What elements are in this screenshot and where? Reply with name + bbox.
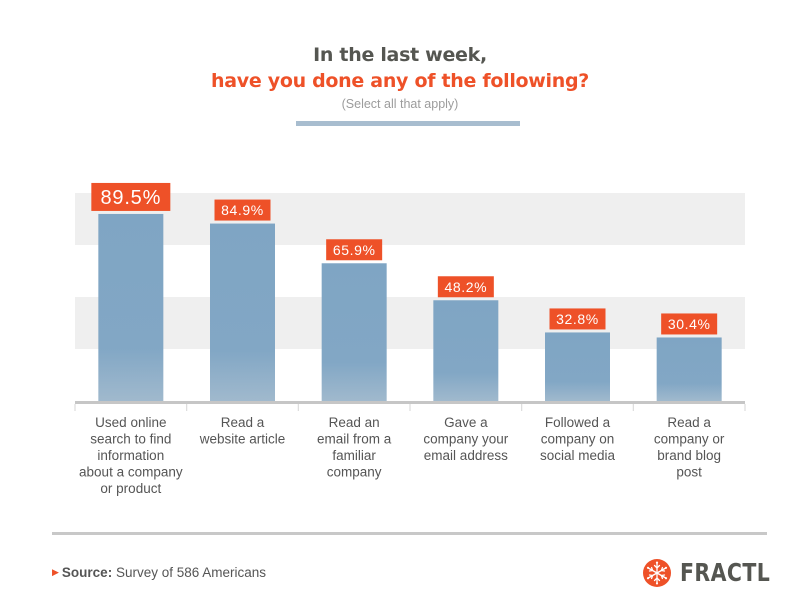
chart-subtitle: (Select all that apply) [341, 97, 459, 111]
grid-band [75, 297, 745, 349]
x-tick-label-line: search to find [90, 432, 171, 447]
arrow-right-icon: ▶ [52, 567, 59, 577]
data-label: 65.9% [333, 242, 376, 258]
grid-band [75, 193, 745, 245]
data-label-background [326, 239, 383, 261]
source-text: Survey of 586 Americans [112, 565, 267, 580]
data-label: 32.8% [556, 311, 599, 327]
data-label-background [549, 308, 606, 330]
x-tick-label: Gave a company your email address [423, 415, 508, 463]
source-note: ▶ Source: Survey of 586 Americans [52, 565, 266, 580]
x-tick-label-line: Gave a [444, 415, 488, 430]
fractl-logo: FRACTL [643, 558, 790, 587]
x-tick-label-line: company [327, 465, 382, 480]
x-tick-label-line: familiar [332, 448, 376, 463]
x-tick-label-line: company your [423, 432, 508, 447]
x-tick-label: Read a website article [199, 415, 286, 447]
x-tick-label-line: Followed a [545, 415, 611, 430]
x-tick-label: Followed a company on social media [540, 415, 616, 463]
x-tick-label: Used online search to find information abou… [79, 415, 183, 496]
x-tick-label-line: Read an [329, 415, 380, 430]
chart-title-line-1: In the last week, [313, 44, 487, 66]
x-tick-label-line: website article [199, 432, 286, 447]
x-tick-label: Read a company or brand blog post [654, 415, 725, 480]
bar-chart: 89.5% 84.9% 65.9% 48.2% 32.8% 30.4% Used onli… [74, 182, 746, 496]
x-tick-label-line: email from a [317, 432, 392, 447]
source-label: Source: [61, 565, 113, 580]
brand-name: FRACTL [680, 558, 771, 587]
x-tick-label-line: brand blog [657, 448, 721, 463]
bar [545, 332, 610, 401]
footer-divider [52, 532, 767, 535]
x-tick-label-line: social media [540, 448, 616, 463]
x-tick-label-line: Read a [667, 415, 711, 430]
data-label: 84.9% [221, 202, 264, 218]
x-tick-label-line: or product [100, 481, 161, 496]
bar [210, 223, 275, 401]
x-tick-label-line: company or [654, 432, 725, 447]
x-tick-label-line: Read a [221, 415, 265, 430]
x-tick-label-line: company on [541, 432, 615, 447]
data-label: 30.4% [668, 316, 711, 332]
data-label: 89.5% [100, 187, 161, 209]
x-tick-label-line: post [676, 465, 702, 480]
data-label-background [661, 313, 718, 335]
data-label-background [214, 199, 271, 221]
data-label: 48.2% [444, 279, 487, 295]
data-label-background [91, 182, 171, 211]
bar [433, 300, 499, 401]
chart-title-line-2: have you done any of the following? [211, 70, 589, 92]
bar [321, 263, 387, 401]
bar [98, 213, 164, 401]
x-tick-label-line: Used online [95, 415, 166, 430]
data-label-background [437, 276, 494, 298]
title-divider [296, 121, 520, 126]
snowflake-icon [643, 558, 671, 587]
x-tick-label: Read an email from a familiar company [317, 415, 392, 480]
x-tick-label-line: email address [424, 448, 508, 463]
bar [656, 337, 722, 401]
x-tick-label-line: about a company [79, 465, 183, 480]
x-tick-label-line: information [97, 448, 164, 463]
